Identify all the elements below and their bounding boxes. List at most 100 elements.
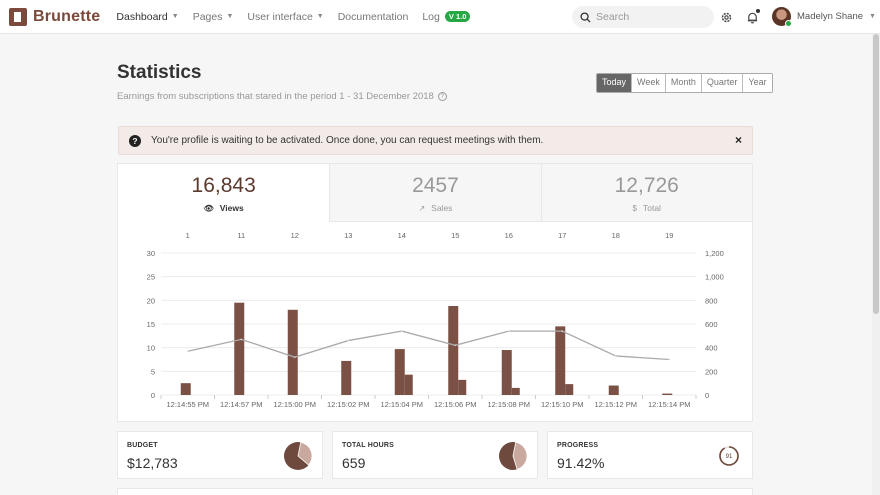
eye-icon: 👁 (203, 203, 214, 213)
stat-label: ↗ Sales (330, 203, 540, 213)
y-right-tick-label: 400 (705, 344, 718, 353)
line-point (561, 330, 564, 332)
caret-down-icon: ▼ (869, 13, 876, 20)
card-value: 659 (342, 455, 366, 471)
question-icon: ? (129, 134, 141, 147)
next-card (117, 488, 753, 495)
settings-button[interactable] (718, 9, 734, 25)
nav-item-user-interface[interactable]: User interface ▼ (247, 11, 323, 23)
x-tick-label: 12:15:14 PM (648, 400, 691, 409)
y-right-tick-label: 1,200 (705, 249, 724, 258)
budget-card: BUDGET $12,783 (117, 431, 323, 479)
brand[interactable]: Brunette (9, 7, 101, 26)
total-hours-card: TOTAL HOURS 659 (332, 431, 538, 479)
bar-series-1 (287, 309, 298, 395)
main-nav: Dashboard ▼ Pages ▼ User interface ▼ Doc… (116, 11, 484, 23)
search-box[interactable] (572, 6, 714, 28)
page-subtitle: Earnings from subscriptions that stared … (117, 91, 447, 102)
tab-sales[interactable]: 2457 ↗ Sales (329, 164, 541, 222)
user-name: Madelyn Shane (797, 11, 864, 22)
pie-slice (297, 441, 313, 466)
period-year-button[interactable]: Year (742, 74, 772, 92)
nav-item-documentation[interactable]: Documentation (338, 11, 409, 23)
stat-value: 16,843 (191, 174, 256, 197)
line-point (186, 350, 189, 353)
scrollbar-thumb[interactable] (873, 34, 879, 314)
bar-series-1 (555, 326, 566, 395)
y-left-tick-label: 20 (147, 296, 155, 305)
tab-total[interactable]: 12,726 $ Total (540, 164, 752, 222)
line-point (454, 344, 457, 347)
y-right-tick-label: 800 (705, 296, 718, 305)
line-point (240, 338, 243, 341)
stat-label: $ Total (542, 203, 752, 213)
bar-series-1 (608, 385, 619, 395)
x-top-tick-label: 13 (344, 231, 352, 240)
nav-item-log[interactable]: Log V 1.0 (422, 11, 471, 23)
user-menu[interactable]: Madelyn Shane ▼ (772, 7, 876, 27)
stat-label-text: Views (219, 203, 244, 213)
x-tick-label: 12:15:12 PM (594, 400, 637, 409)
card-value: $12,783 (127, 455, 178, 471)
notifications-button[interactable] (744, 9, 760, 25)
top-navbar: Brunette Dashboard ▼ Pages ▼ User interf… (0, 0, 880, 34)
y-right-tick-label: 200 (705, 367, 718, 376)
page-title: Statistics (117, 62, 202, 83)
line-point (507, 330, 510, 332)
brand-logo-icon (9, 7, 27, 26)
x-top-tick-label: 17 (558, 231, 566, 240)
nav-item-dashboard[interactable]: Dashboard ▼ (116, 11, 178, 23)
x-tick-label: 12:15:04 PM (380, 400, 423, 409)
nav-item-pages[interactable]: Pages ▼ (193, 11, 234, 23)
line-series (187, 330, 670, 361)
nav-item-label: User interface (247, 10, 313, 23)
bar-series-2 (458, 379, 467, 395)
notification-dot (756, 9, 760, 13)
x-top-tick-label: 19 (665, 231, 673, 240)
y-right-tick-label: 600 (705, 320, 718, 329)
pie-slice (512, 441, 528, 470)
stat-label-text: Total (642, 203, 661, 213)
help-icon[interactable]: ? (437, 92, 447, 101)
bar-series-1 (341, 360, 352, 395)
caret-down-icon: ▼ (316, 13, 324, 20)
y-left-tick-label: 15 (147, 320, 155, 329)
page-scrollbar[interactable] (872, 34, 880, 495)
hours-pie-chart (499, 441, 528, 470)
y-left-tick-label: 30 (147, 249, 155, 258)
y-left-tick-label: 5 (151, 367, 155, 376)
nav-item-label: Documentation (337, 10, 409, 23)
period-today-button[interactable]: Today (597, 74, 632, 92)
period-month-button[interactable]: Month (664, 74, 701, 92)
bar-series-1 (662, 393, 673, 395)
dollar-icon: $ (632, 203, 637, 213)
x-tick-label: 12:15:10 PM (541, 400, 584, 409)
nav-item-label: Pages (192, 10, 223, 23)
y-left-tick-label: 25 (147, 273, 155, 282)
caret-down-icon: ▼ (226, 13, 234, 20)
search-input[interactable] (596, 11, 706, 23)
alert-text: You're profile is waiting to be activate… (151, 135, 544, 146)
bar-series-2 (511, 387, 520, 395)
bar-series-1 (234, 302, 245, 395)
period-selector: Today Week Month Quarter Year (596, 73, 773, 93)
x-top-tick-label: 15 (451, 231, 459, 240)
bell-icon (747, 12, 757, 23)
x-top-tick-label: 1 (186, 231, 190, 240)
period-quarter-button[interactable]: Quarter (700, 74, 743, 92)
y-right-tick-label: 1,000 (705, 273, 724, 282)
card-value: 91.42% (557, 455, 605, 471)
bar-series-1 (501, 350, 512, 395)
x-tick-label: 12:15:08 PM (487, 400, 530, 409)
brand-name: Brunette (33, 7, 101, 25)
bar-series-1 (394, 349, 405, 395)
x-tick-label: 12:15:06 PM (434, 400, 477, 409)
stat-value: 2457 (412, 174, 459, 197)
x-top-tick-label: 12 (291, 231, 299, 240)
x-tick-label: 12:15:00 PM (273, 400, 316, 409)
caret-down-icon: ▼ (171, 13, 179, 20)
x-top-tick-label: 14 (398, 231, 406, 240)
period-week-button[interactable]: Week (631, 74, 665, 92)
tab-views[interactable]: 16,843 👁 Views (118, 164, 330, 222)
close-icon[interactable]: × (734, 133, 742, 147)
